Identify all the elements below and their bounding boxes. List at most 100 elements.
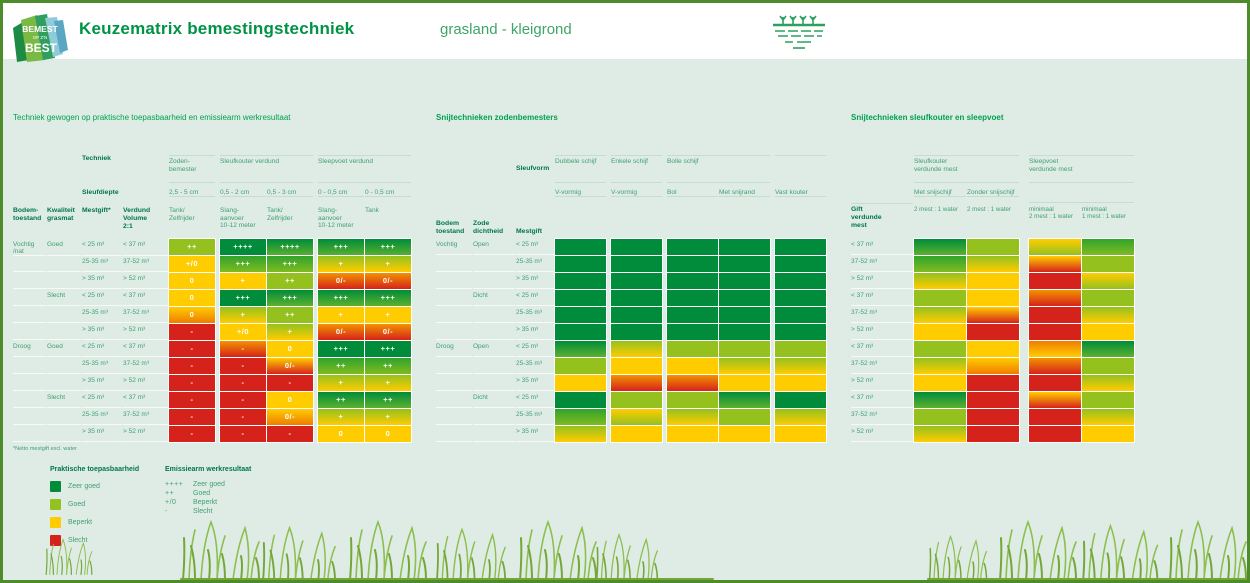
matrix-cell (775, 290, 826, 306)
row-label-b (13, 273, 46, 289)
matrix-cell: +++ (220, 290, 266, 306)
matrix-cell (611, 256, 662, 272)
matrix-row: 37-52 m³ (851, 256, 1135, 272)
matrix-row: < 37 m³ (851, 392, 1135, 408)
matrix-cell: ++ (267, 307, 313, 323)
matrix-cell (914, 273, 966, 289)
group-sleufkouter-verdunde-mest: Sleufkouter verdunde mest (914, 155, 1019, 183)
row-label-v: < 37 m³ (123, 239, 168, 257)
row-label-k: Slecht (47, 392, 81, 408)
sub-vast-kouter: Vast kouter (775, 189, 826, 198)
matrix-cell (555, 409, 606, 425)
row-label-g: > 52 m³ (851, 324, 913, 340)
techniek-label: Techniek (82, 155, 111, 162)
matrix-cell (611, 290, 662, 306)
table1-body: Vochtig /nat Goed < 25 m³ < 37 m³ ++ ++++ ++++… (13, 239, 411, 442)
group-spacer (314, 239, 317, 256)
matrix-cell (667, 239, 718, 255)
matrix-cell: ++++ (267, 239, 313, 257)
matrix-row: > 52 m³ (851, 426, 1135, 442)
matrix-cell: ++ (365, 358, 411, 374)
matrix-cell (719, 307, 770, 323)
matrix-cell: +++ (318, 341, 364, 357)
col-mestgift: Mestgift (516, 228, 543, 236)
group-enkele-schijf: Enkele schijf (611, 155, 662, 183)
matrix-cell (775, 324, 826, 340)
row-label-b (436, 307, 472, 323)
matrix-cell (555, 375, 606, 391)
matrix-cell (555, 341, 606, 357)
group-spacer (1020, 358, 1028, 374)
row-label-v: < 37 m³ (123, 392, 168, 408)
matrix-cell: + (318, 307, 364, 323)
row-label-m: < 25 m³ (516, 392, 554, 408)
group-spacer (771, 256, 774, 272)
matrix-cell (775, 307, 826, 323)
matrix-cell (775, 426, 826, 442)
matrix-cell (1029, 290, 1081, 306)
legend-item-label: Slecht (68, 536, 88, 544)
table3-body: < 37 m³ 37-52 m³ > 52 m³ < 37 m³ 37-52 m³ > 5… (851, 239, 1135, 442)
matrix-cell: + (318, 256, 364, 272)
matrix-cell (967, 341, 1019, 357)
row-label-b (13, 307, 46, 323)
group-spacer (314, 290, 317, 306)
matrix-cell (555, 324, 606, 340)
group-spacer (314, 358, 317, 374)
group-spacer (771, 341, 774, 357)
group-spacer (771, 392, 774, 408)
matrix-cell (555, 307, 606, 323)
matrix-cell (1029, 273, 1081, 289)
matrix-cell: +/0 (220, 324, 266, 340)
matrix-cell (775, 358, 826, 374)
matrix-cell (1029, 426, 1081, 442)
group-spacer (771, 358, 774, 374)
matrix-cell: + (220, 273, 266, 289)
group-spacer (607, 409, 610, 425)
group-dubbele-schijf: Dubbele schijf (555, 155, 606, 183)
matrix-row: Dicht < 25 m³ (436, 290, 826, 306)
depth-value: 0,5 - 3 cm (267, 189, 313, 198)
matrix-cell (667, 426, 718, 442)
matrix-cell (667, 392, 718, 408)
matrix-cell (611, 409, 662, 425)
row-label-z: Open (473, 341, 515, 357)
section3-title: Snijtechnieken sleufkouter en sleepvoet (851, 113, 1004, 122)
group-spacer (314, 324, 317, 340)
legend-swatch (50, 498, 61, 510)
group-spacer (314, 273, 317, 289)
row-label-g: 37-52 m³ (851, 409, 913, 425)
matrix-cell (719, 358, 770, 374)
matrix-row: 25-35 m³ (436, 409, 826, 425)
matrix-row: 25-35 m³ (436, 307, 826, 323)
sub-v-vormig: V-vormig (555, 189, 606, 198)
matrix-cell (667, 256, 718, 272)
section2-title: Snijtechnieken zodenbemesters (436, 113, 558, 122)
row-label-b (436, 392, 472, 408)
row-label-b (13, 375, 46, 391)
row-label-v: < 37 m³ (123, 341, 168, 357)
sub-v-vormig: V-vormig (611, 189, 662, 198)
row-label-k: Goed (47, 341, 81, 357)
row-label-m: > 35 m³ (82, 426, 122, 442)
matrix-cell (1082, 290, 1134, 306)
legend-symbol: +/0 (165, 499, 177, 506)
group-spacer (1020, 426, 1028, 442)
group-spacer (216, 307, 219, 323)
legend-item: Zeer goed (50, 480, 139, 492)
sleufdiepte-label: Sleufdiepte (82, 189, 119, 197)
col-gift-verdunde-mest: Gift verdunde mest (851, 203, 913, 239)
matrix-cell: +++ (318, 239, 364, 257)
table2-header: Sleufvorm Dubbele schijf Enkele schijf B… (436, 155, 826, 239)
group-spacer (1020, 392, 1028, 408)
depth-value: 2,5 - 5 cm (169, 189, 215, 198)
group-spacer (314, 375, 317, 391)
ratio-value: 2 mest : 1 water (914, 206, 959, 213)
matrix-cell (719, 290, 770, 306)
group-spacer (314, 341, 317, 357)
group-spacer (607, 392, 610, 408)
matrix-cell (611, 324, 662, 340)
row-label-b (13, 358, 46, 374)
matrix-cell: 0/- (267, 358, 313, 374)
row-label-k (47, 273, 81, 289)
